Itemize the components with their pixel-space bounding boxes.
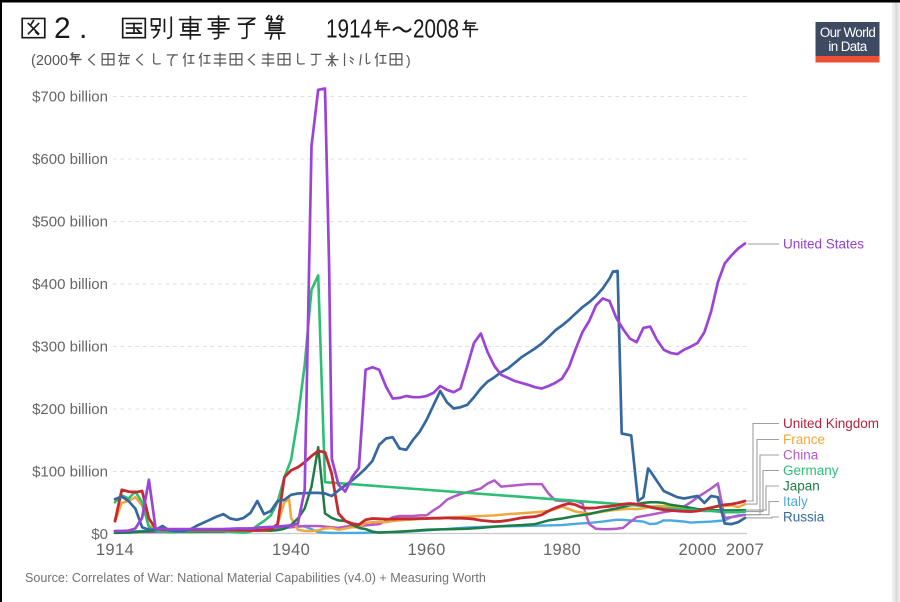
svg-text:$0: $0: [91, 526, 108, 543]
svg-text:Japan: Japan: [783, 479, 820, 494]
svg-text:Source: Correlates of War: Nat: Source: Correlates of War: National Mate…: [25, 571, 486, 585]
svg-text:1940: 1940: [272, 541, 310, 559]
svg-text:1980: 1980: [543, 541, 581, 559]
svg-text:Germany: Germany: [783, 463, 839, 478]
svg-text:$300 billion: $300 billion: [32, 339, 108, 356]
svg-text:Russia: Russia: [783, 510, 825, 525]
svg-text:2008: 2008: [413, 16, 459, 44]
svg-text:(2000: (2000: [31, 53, 68, 69]
svg-text:$400 billion: $400 billion: [32, 276, 108, 293]
svg-text:2: 2: [54, 12, 71, 45]
svg-text:2000: 2000: [678, 541, 716, 559]
svg-text:United States: United States: [783, 237, 864, 252]
svg-text:France: France: [783, 432, 825, 447]
svg-text:Our World: Our World: [820, 25, 876, 40]
svg-text:Italy: Italy: [783, 494, 808, 509]
svg-text:in Data: in Data: [828, 39, 867, 54]
svg-text:China: China: [783, 448, 819, 463]
svg-text:$100 billion: $100 billion: [32, 464, 108, 481]
svg-text:1914: 1914: [326, 16, 372, 44]
svg-text:$700 billion: $700 billion: [32, 89, 108, 106]
svg-text:.: .: [79, 12, 87, 45]
svg-text:2007: 2007: [726, 541, 764, 559]
svg-text:$600 billion: $600 billion: [32, 151, 108, 168]
svg-text:United Kingdom: United Kingdom: [783, 416, 879, 431]
svg-text:): ): [406, 52, 411, 68]
svg-text:1960: 1960: [407, 541, 445, 559]
svg-text:1914: 1914: [96, 541, 134, 559]
svg-text:$500 billion: $500 billion: [32, 214, 108, 231]
svg-text:$200 billion: $200 billion: [32, 401, 108, 418]
